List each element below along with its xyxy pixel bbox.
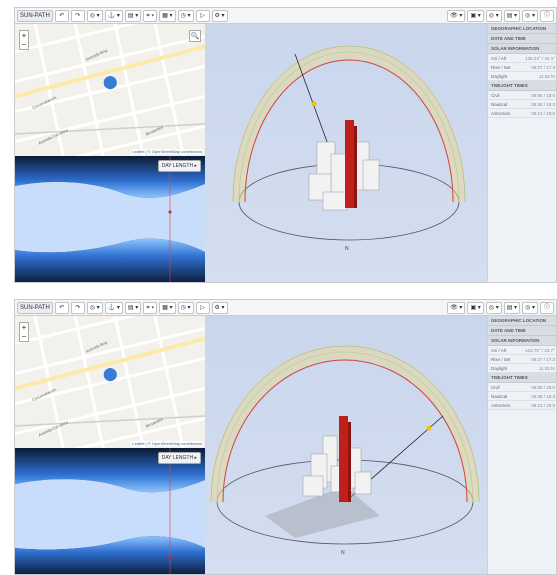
zoom-out-button[interactable]: −: [21, 40, 27, 49]
twilight-header[interactable]: TWILIGHT TIMES: [488, 81, 556, 91]
undo-icon[interactable]: ↶: [54, 301, 69, 314]
daylight-row: Daylight 11:32 hr: [488, 364, 556, 373]
solar-info-header[interactable]: SOLAR INFORMATION: [488, 336, 556, 346]
date-time-header[interactable]: DATE AND TIME: [488, 34, 556, 44]
date-time-header[interactable]: DATE AND TIME: [488, 326, 556, 336]
layers-menu-button[interactable]: ▤ ▾: [124, 9, 142, 22]
sunpath-app-top: SUN-PATH ↶ ↷ ◎ ▾ ⚓ ▾ ▤ ▾ ⌗ ▾ ▦ ▾ ◷ ▾ ▷ ⚙…: [14, 7, 557, 283]
settings-menu-button[interactable]: ⚙ ▾: [211, 9, 228, 22]
3d-sun-path-view[interactable]: N: [205, 24, 487, 282]
day-length-button[interactable]: DAY LENGTH ▸: [157, 160, 201, 172]
day-length-chart: DAY LENGTH ▸: [15, 448, 205, 574]
toolbar: SUN-PATH ↶ ↷ ◎ ▾ ⚓ ▾ ▤ ▾ ⌗ ▾ ▦ ▾ ◷ ▾ ▷ ⚙…: [15, 300, 556, 316]
grid-menu-button[interactable]: ⌗ ▾: [143, 301, 158, 314]
play-button[interactable]: ▷: [195, 9, 210, 22]
info-panel: GEOGRAPHIC LOCATION DATE AND TIME SOLAR …: [487, 316, 556, 574]
shading-menu-button[interactable]: ◎ ▾: [522, 9, 538, 22]
map-streets: [15, 24, 205, 156]
search-icon[interactable]: 🔍: [189, 30, 201, 42]
daylight-row: Daylight 11:32 hr: [488, 72, 556, 81]
compass-north: N: [345, 246, 349, 252]
anchor-menu-button[interactable]: ⚓ ▾: [104, 301, 123, 314]
target-menu-button[interactable]: ◎ ▾: [485, 301, 502, 314]
rise-set-row: Rise / Set 06:27 / 17:3: [488, 63, 556, 72]
info-icon[interactable]: ⓘ: [540, 301, 554, 314]
day-length-graphic: [15, 448, 205, 574]
redo-icon[interactable]: ↷: [70, 301, 85, 314]
map-zoom-control: + −: [19, 322, 29, 342]
astronomical-row: Astronom. 05:13 / 18:5: [488, 401, 556, 410]
map-attribution[interactable]: Leaflet | © OpenStreetMap contributors: [131, 441, 203, 446]
map-attribution[interactable]: Leaflet | © OpenStreetMap contributors: [131, 149, 203, 154]
clock-menu-button[interactable]: ◷ ▾: [177, 301, 194, 314]
geographic-location-header[interactable]: GEOGRAPHIC LOCATION: [488, 316, 556, 326]
sun-path-dome: N: [210, 345, 480, 556]
layers-menu-button[interactable]: ▤ ▾: [124, 301, 142, 314]
rise-set-row: Rise / Set 06:27 / 17:3: [488, 355, 556, 364]
civil-row: Civil 06:05 / 18:0: [488, 91, 556, 100]
sunpath-menu-button[interactable]: SUN-PATH: [17, 301, 53, 314]
civil-row: Civil 06:05 / 18:0: [488, 383, 556, 392]
azi-alt-row: Azi / Alt -114.75° / 23.7°: [488, 346, 556, 355]
day-length-chart: DAY LENGTH ▸: [15, 156, 205, 282]
day-length-graphic: [15, 156, 205, 282]
location-pin-icon[interactable]: ⬤: [103, 366, 118, 381]
panel-menu-button[interactable]: ▤ ▾: [503, 9, 521, 22]
sunpath-app-bottom: SUN-PATH ↶ ↷ ◎ ▾ ⚓ ▾ ▤ ▾ ⌗ ▾ ▦ ▾ ◷ ▾ ▷ ⚙…: [14, 299, 557, 575]
location-menu-button[interactable]: ◎ ▾: [86, 301, 103, 314]
sunpath-menu-button[interactable]: SUN-PATH: [17, 9, 53, 22]
info-icon[interactable]: ⓘ: [540, 9, 554, 22]
view-menu-button[interactable]: 👁 ▾: [447, 301, 466, 314]
clock-menu-button[interactable]: ◷ ▾: [177, 9, 194, 22]
toolbar: SUN-PATH ↶ ↷ ◎ ▾ ⚓ ▾ ▤ ▾ ⌗ ▾ ▦ ▾ ◷ ▾ ▷ ⚙…: [15, 8, 556, 24]
play-button[interactable]: ▷: [195, 301, 210, 314]
undo-icon[interactable]: ↶: [54, 9, 69, 22]
day-length-button[interactable]: DAY LENGTH ▸: [157, 452, 201, 464]
azi-alt-row: Azi / Alt 136.24° / 44.1°: [488, 54, 556, 63]
target-menu-button[interactable]: ◎ ▾: [485, 9, 502, 22]
anchor-menu-button[interactable]: ⚓ ▾: [104, 9, 123, 22]
settings-menu-button[interactable]: ⚙ ▾: [211, 301, 228, 314]
solar-info-header[interactable]: SOLAR INFORMATION: [488, 44, 556, 54]
sun-path-dome: N: [232, 45, 466, 252]
street-map[interactable]: Avenida Brig. Circunvalación Avenida Car…: [15, 24, 205, 156]
map-zoom-control: + −: [19, 30, 29, 50]
map-streets: [15, 316, 205, 448]
twilight-header[interactable]: TWILIGHT TIMES: [488, 373, 556, 383]
street-map[interactable]: Avenida Brig. Circunvalación Avenida Car…: [15, 316, 205, 448]
view-menu-button[interactable]: 👁 ▾: [447, 9, 466, 22]
calendar-menu-button[interactable]: ▦ ▾: [159, 9, 176, 22]
compass-north: N: [341, 550, 345, 556]
location-menu-button[interactable]: ◎ ▾: [86, 9, 103, 22]
nautical-row: Nautical 05:38 / 18:3: [488, 392, 556, 401]
redo-icon[interactable]: ↷: [70, 9, 85, 22]
calendar-menu-button[interactable]: ▦ ▾: [159, 301, 176, 314]
display-menu-button[interactable]: ▣ ▾: [467, 301, 484, 314]
info-panel: GEOGRAPHIC LOCATION DATE AND TIME SOLAR …: [487, 24, 556, 282]
nautical-row: Nautical 05:38 / 18:3: [488, 100, 556, 109]
geographic-location-header[interactable]: GEOGRAPHIC LOCATION: [488, 24, 556, 34]
zoom-out-button[interactable]: −: [21, 332, 27, 341]
zoom-in-button[interactable]: +: [21, 31, 27, 40]
grid-menu-button[interactable]: ⌗ ▾: [143, 9, 158, 22]
panel-menu-button[interactable]: ▤ ▾: [503, 301, 521, 314]
3d-sun-path-view[interactable]: N: [205, 316, 487, 574]
display-menu-button[interactable]: ▣ ▾: [467, 9, 484, 22]
zoom-in-button[interactable]: +: [21, 323, 27, 332]
shading-menu-button[interactable]: ◎ ▾: [522, 301, 538, 314]
astronomical-row: Astronom. 05:13 / 18:5: [488, 109, 556, 118]
location-pin-icon[interactable]: ⬤: [103, 74, 118, 89]
